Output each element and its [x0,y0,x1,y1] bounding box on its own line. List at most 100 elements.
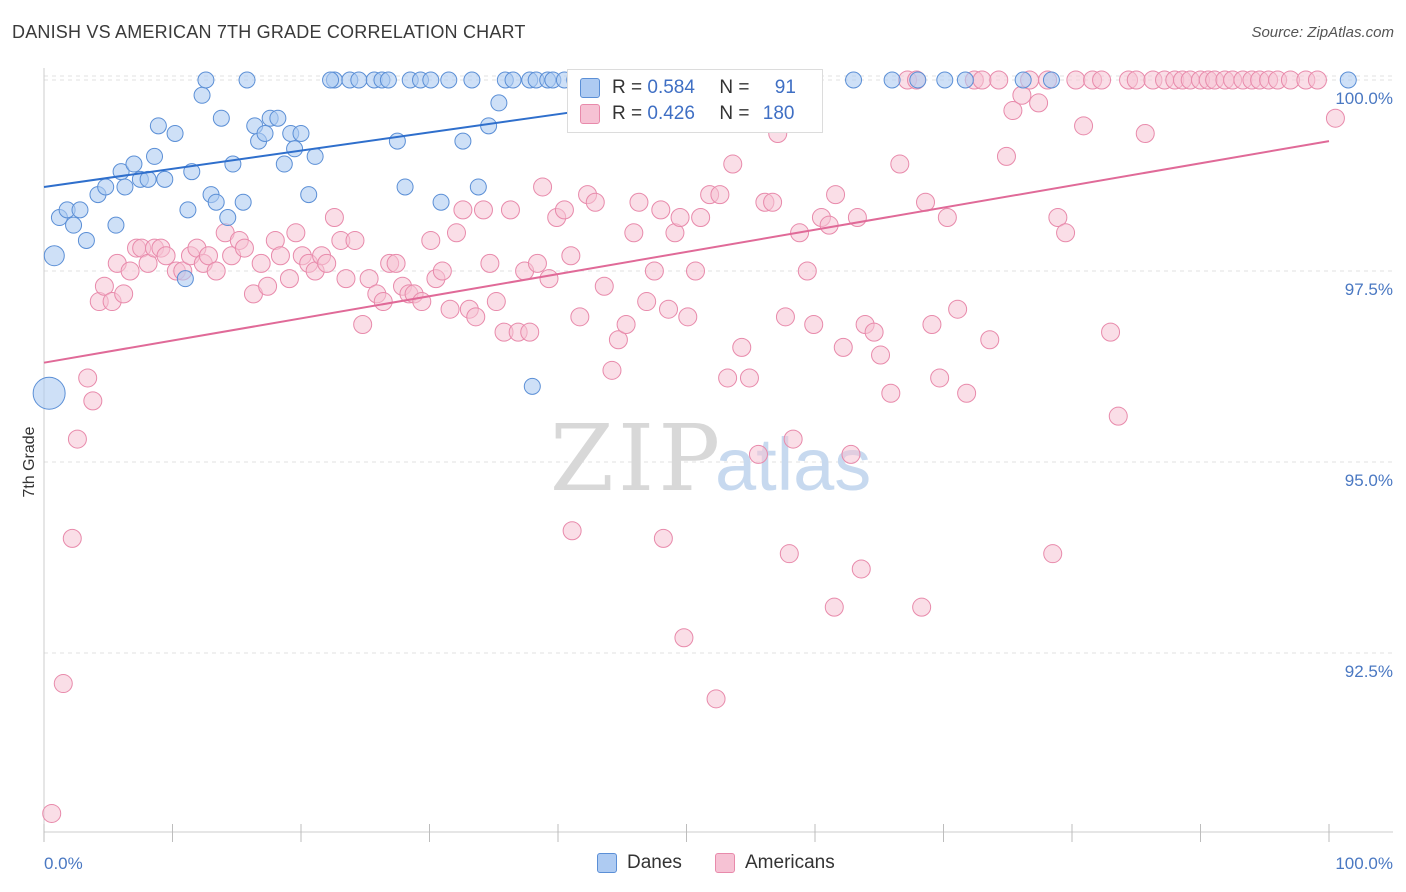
american-point [674,628,694,648]
dane-point [275,155,293,173]
legend-n-label: N = [719,77,755,98]
american-point [336,269,356,289]
american-point [972,70,992,90]
dane-point [454,132,472,150]
dane-point [107,216,125,234]
american-point [1325,108,1345,128]
americans-swatch [715,853,735,873]
legend-label-americans: Americans [745,852,835,873]
legend-item-americans[interactable]: Americans [715,852,835,874]
dane-point [292,124,310,142]
americans-trend-line [43,140,1330,364]
trend-lines [43,109,1330,364]
legend-n-value: 180 [762,103,795,124]
dane-point [286,140,304,158]
american-point [659,299,679,319]
gridlines [44,75,1393,654]
dane-point [306,147,324,165]
american-point [466,307,486,327]
american-point [206,261,226,281]
american-point [120,261,140,281]
american-point [826,185,846,205]
dane-point [125,155,143,173]
dane-point [146,147,164,165]
dane-point [207,193,225,211]
american-point [980,330,1000,350]
americans-points [42,70,1345,823]
legend-r-value: 0.584 [647,77,695,98]
american-point [1056,223,1076,243]
american-point [234,238,254,258]
dane-point [269,109,287,127]
dane-point [909,71,927,89]
american-point [42,803,62,823]
legend-row-danes: R = 0.584 N = 91 [580,76,796,100]
dane-point [176,270,194,288]
american-point [916,192,936,212]
dane-point [379,71,397,89]
american-point [739,368,759,388]
american-point [520,322,540,342]
dane-point [234,193,252,211]
american-point [881,383,901,403]
american-point [1043,544,1063,564]
dane-point [65,216,83,234]
dane-point [504,71,522,89]
american-point [637,292,657,312]
y-tick-label: 92.5% [1345,662,1393,681]
dane-point [212,109,230,127]
american-point [851,559,871,579]
american-point [890,154,910,174]
american-point [1074,116,1094,136]
american-point [83,391,103,411]
legend-n-value: 91 [774,77,796,98]
dane-point [1014,71,1032,89]
dane-point [422,71,440,89]
legend-item-danes[interactable]: Danes [597,852,682,874]
american-point [594,276,614,296]
american-point [359,269,379,289]
american-point [691,208,711,228]
dane-point [238,71,256,89]
dane-point [523,377,541,395]
american-point [912,597,932,617]
dane-point [43,245,65,267]
american-point [1092,70,1112,90]
dane-point [396,178,414,196]
american-point [533,177,553,197]
dane-point [116,178,134,196]
american-point [1101,322,1121,342]
dane-point [179,201,197,219]
legend-swatch-danes [580,78,600,98]
american-point [706,689,726,709]
dane-point [322,71,340,89]
american-point [562,521,582,541]
dane-point [936,71,954,89]
y-axis-title: 7th Grade [21,426,38,497]
legend-r-label: R = [612,77,648,98]
american-point [251,253,271,273]
dane-point [197,71,215,89]
american-point [78,368,98,388]
american-point [53,674,73,694]
dane-point [463,71,481,89]
american-point [616,314,636,334]
american-point [922,314,942,334]
american-point [67,429,87,449]
american-point [948,299,968,319]
american-point [1003,101,1023,121]
american-point [644,261,664,281]
american-point [779,544,799,564]
american-point [527,253,547,273]
american-point [412,292,432,312]
american-point [624,223,644,243]
dane-point [71,201,89,219]
chart-title: DANISH VS AMERICAN 7TH GRADE CORRELATION… [12,22,526,42]
dane-point [166,124,184,142]
dane-point [490,94,508,112]
american-point [1307,70,1327,90]
american-point [608,330,628,350]
x-tick-label: 0.0% [44,854,83,873]
american-point [198,246,218,266]
